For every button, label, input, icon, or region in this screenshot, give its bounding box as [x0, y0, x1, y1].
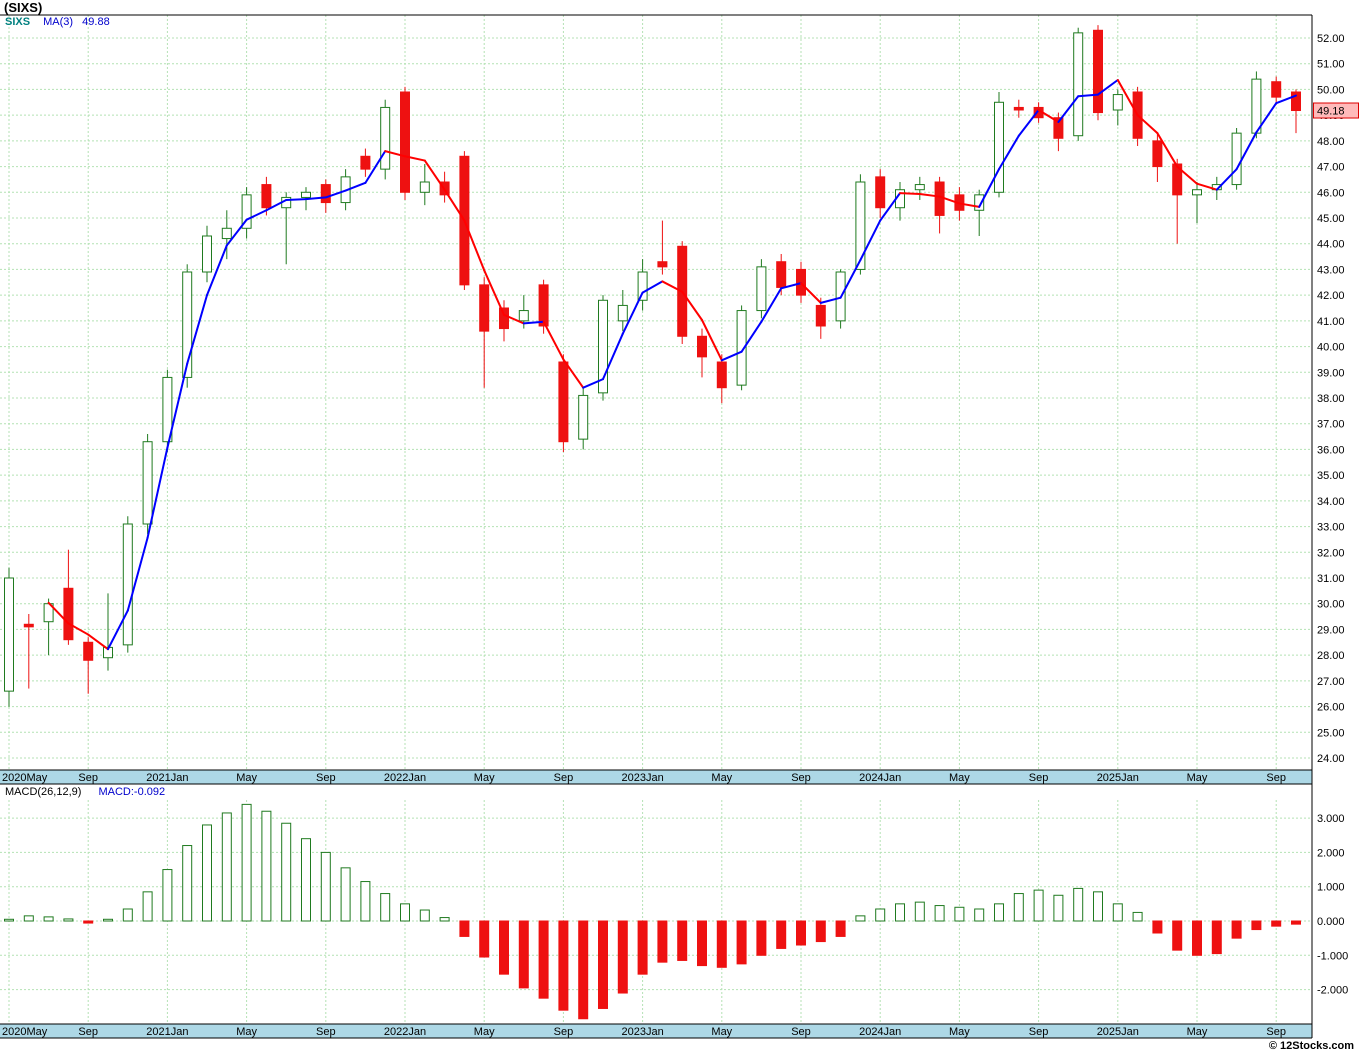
svg-text:25.00: 25.00	[1317, 727, 1345, 739]
svg-text:40.00: 40.00	[1317, 342, 1345, 354]
svg-text:46.00: 46.00	[1317, 187, 1345, 199]
symbol-label: SIXS	[5, 16, 31, 28]
svg-text:Sep: Sep	[1266, 772, 1286, 784]
svg-text:Sep: Sep	[78, 1026, 98, 1038]
last-price-label: 49.18	[1313, 102, 1359, 119]
svg-text:35.00: 35.00	[1317, 470, 1345, 482]
svg-text:May: May	[949, 772, 970, 784]
svg-text:50.00: 50.00	[1317, 84, 1345, 96]
svg-text:36.00: 36.00	[1317, 444, 1345, 456]
macd-legend: MACD(26,12,9) MACD:-0.092	[5, 786, 165, 798]
svg-text:37.00: 37.00	[1317, 419, 1345, 431]
svg-text:2020May: 2020May	[2, 1026, 48, 1038]
svg-text:34.00: 34.00	[1317, 496, 1345, 508]
svg-text:30.00: 30.00	[1317, 599, 1345, 611]
svg-text:2021Jan: 2021Jan	[146, 772, 188, 784]
svg-text:2024Jan: 2024Jan	[859, 772, 901, 784]
gridlines	[0, 15, 1312, 1024]
x-axis-labels: 2020May 2020May Sep Sep 2021Jan 2021Jan May May…	[2, 772, 1286, 1038]
copyright: © 12Stocks.com	[1268, 1040, 1354, 1052]
price-axis-labels: 24.00 25.00 26.00 27.00 28.00 29.00 30.00 31.00…	[1317, 33, 1345, 765]
svg-text:1.000: 1.000	[1317, 882, 1345, 894]
svg-text:-1.000: -1.000	[1317, 950, 1348, 962]
svg-text:51.00: 51.00	[1317, 59, 1345, 71]
svg-text:2022Jan: 2022Jan	[384, 1026, 426, 1038]
svg-text:May: May	[474, 1026, 495, 1038]
ma-line	[47, 78, 1297, 651]
svg-text:May: May	[711, 1026, 732, 1038]
svg-text:0.000: 0.000	[1317, 916, 1345, 928]
macd-value-label: MACD:-0.092	[98, 786, 166, 798]
svg-text:2025Jan: 2025Jan	[1097, 1026, 1139, 1038]
svg-text:Sep: Sep	[791, 772, 811, 784]
svg-text:2025Jan: 2025Jan	[1097, 772, 1139, 784]
svg-text:38.00: 38.00	[1317, 393, 1345, 405]
svg-text:2020May: 2020May	[2, 772, 48, 784]
price-chart-legend: SIXS MA(3) 49.88	[5, 16, 116, 28]
svg-text:Sep: Sep	[554, 1026, 574, 1038]
svg-text:2023Jan: 2023Jan	[621, 1026, 663, 1038]
svg-text:May: May	[1187, 1026, 1208, 1038]
svg-text:2023Jan: 2023Jan	[621, 772, 663, 784]
svg-text:41.00: 41.00	[1317, 316, 1345, 328]
svg-text:28.00: 28.00	[1317, 650, 1345, 662]
svg-text:Sep: Sep	[1266, 1026, 1286, 1038]
svg-text:24.00: 24.00	[1317, 753, 1345, 765]
svg-text:27.00: 27.00	[1317, 676, 1345, 688]
svg-text:43.00: 43.00	[1317, 264, 1345, 276]
svg-text:45.00: 45.00	[1317, 213, 1345, 225]
macd-histogram	[4, 803, 1301, 1020]
svg-text:-2.000: -2.000	[1317, 985, 1348, 997]
svg-text:2021Jan: 2021Jan	[146, 1026, 188, 1038]
svg-text:May: May	[236, 1026, 257, 1038]
svg-text:2.000: 2.000	[1317, 847, 1345, 859]
svg-text:May: May	[474, 772, 495, 784]
svg-text:48.00: 48.00	[1317, 136, 1345, 148]
svg-text:47.00: 47.00	[1317, 162, 1345, 174]
svg-text:26.00: 26.00	[1317, 702, 1345, 714]
svg-text:29.00: 29.00	[1317, 624, 1345, 636]
svg-text:Sep: Sep	[1029, 772, 1049, 784]
svg-text:39.00: 39.00	[1317, 367, 1345, 379]
svg-text:33.00: 33.00	[1317, 522, 1345, 534]
svg-text:3.000: 3.000	[1317, 813, 1345, 825]
svg-text:31.00: 31.00	[1317, 573, 1345, 585]
svg-text:May: May	[236, 772, 257, 784]
svg-text:44.00: 44.00	[1317, 239, 1345, 251]
svg-text:Sep: Sep	[316, 772, 336, 784]
svg-text:32.00: 32.00	[1317, 547, 1345, 559]
candles	[4, 25, 1301, 707]
page-title: (SIXS)	[4, 0, 43, 15]
ma-label: MA(3)	[43, 16, 74, 28]
svg-text:52.00: 52.00	[1317, 33, 1345, 45]
svg-text:Sep: Sep	[316, 1026, 336, 1038]
panel-frame	[0, 14, 1313, 1039]
svg-text:Sep: Sep	[791, 1026, 811, 1038]
macd-params-label: MACD(26,12,9)	[5, 786, 82, 798]
ma-value: 49.88	[82, 16, 110, 28]
svg-text:May: May	[949, 1026, 970, 1038]
svg-text:May: May	[711, 772, 732, 784]
x-axis-bars	[0, 770, 1312, 1038]
svg-text:49.18: 49.18	[1317, 106, 1345, 118]
svg-text:Sep: Sep	[78, 772, 98, 784]
svg-text:42.00: 42.00	[1317, 290, 1345, 302]
svg-text:Sep: Sep	[1029, 1026, 1049, 1038]
macd-axis-labels: 3.000 2.000 1.000 0.000 -1.000 -2.000	[1317, 813, 1348, 997]
svg-text:2024Jan: 2024Jan	[859, 1026, 901, 1038]
svg-text:Sep: Sep	[554, 772, 574, 784]
svg-text:May: May	[1187, 772, 1208, 784]
svg-text:2022Jan: 2022Jan	[384, 772, 426, 784]
